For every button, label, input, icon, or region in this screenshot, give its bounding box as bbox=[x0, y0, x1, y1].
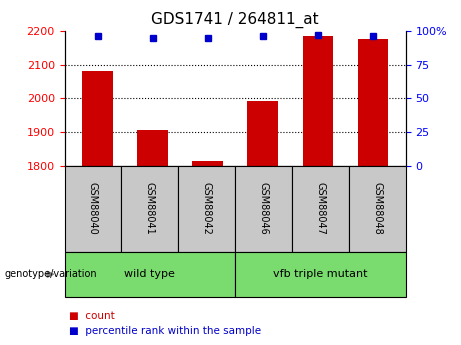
Text: ■  count: ■ count bbox=[69, 311, 115, 321]
Text: GSM88047: GSM88047 bbox=[315, 182, 325, 235]
Text: wild type: wild type bbox=[124, 269, 175, 279]
Text: vfb triple mutant: vfb triple mutant bbox=[273, 269, 367, 279]
Bar bbox=[248, 101, 278, 166]
Bar bbox=[137, 130, 168, 166]
Bar bbox=[193, 160, 223, 166]
Text: GSM88040: GSM88040 bbox=[88, 183, 98, 235]
Text: ■  percentile rank within the sample: ■ percentile rank within the sample bbox=[69, 326, 261, 336]
Bar bbox=[302, 36, 333, 166]
Text: genotype/variation: genotype/variation bbox=[5, 269, 97, 279]
Text: GSM88048: GSM88048 bbox=[372, 183, 382, 235]
Text: GSM88042: GSM88042 bbox=[201, 182, 212, 235]
Bar bbox=[358, 39, 388, 166]
Title: GDS1741 / 264811_at: GDS1741 / 264811_at bbox=[151, 12, 319, 28]
Text: GSM88041: GSM88041 bbox=[145, 183, 155, 235]
Bar bbox=[83, 71, 112, 166]
Text: GSM88046: GSM88046 bbox=[259, 183, 269, 235]
